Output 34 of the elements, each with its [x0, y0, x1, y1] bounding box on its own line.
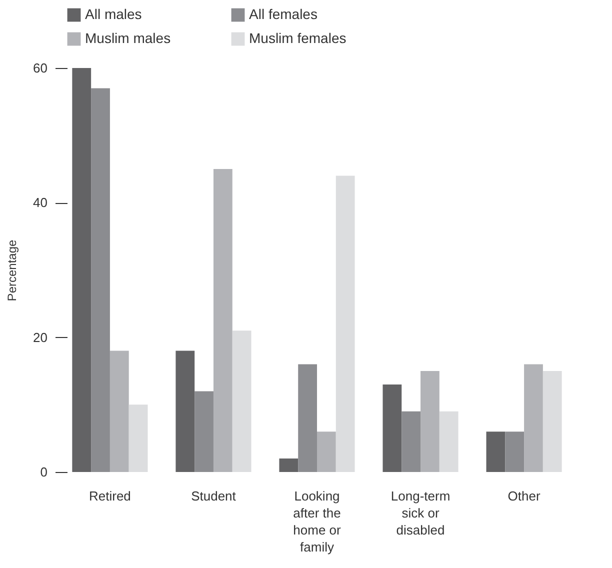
legend-label: Muslim males — [85, 30, 171, 46]
bar — [110, 350, 129, 472]
y-tick-label: 40 — [33, 195, 48, 210]
bar — [505, 432, 524, 472]
bar — [317, 432, 336, 472]
legend-label: All males — [85, 6, 142, 22]
y-tick-label: 0 — [40, 464, 48, 480]
bar — [542, 371, 562, 472]
bar — [420, 371, 440, 472]
x-tick-label: Looking after the home or family — [293, 488, 342, 554]
bar — [194, 391, 214, 472]
bar — [232, 330, 252, 472]
bar — [213, 169, 232, 472]
bar — [128, 404, 148, 472]
bar — [336, 176, 355, 472]
bar — [382, 384, 402, 472]
bar — [524, 364, 543, 472]
bar — [298, 364, 317, 472]
bar — [402, 411, 421, 472]
legend-label: All females — [249, 6, 318, 22]
bar — [72, 68, 92, 472]
bar — [176, 350, 195, 472]
x-tick-label: Student — [191, 488, 236, 504]
x-tick-label: Other — [508, 488, 541, 504]
bar — [91, 88, 110, 472]
bar — [279, 458, 298, 472]
bar — [439, 411, 458, 472]
y-tick-label: 20 — [33, 330, 48, 345]
x-tick-label: Retired — [89, 488, 131, 504]
bar — [486, 432, 506, 472]
legend-label: Muslim females — [249, 30, 346, 46]
y-axis-title: Percentage — [5, 239, 20, 302]
y-tick-label: 60 — [33, 60, 48, 76]
x-tick-label: Long-term sick or disabled — [390, 488, 450, 538]
